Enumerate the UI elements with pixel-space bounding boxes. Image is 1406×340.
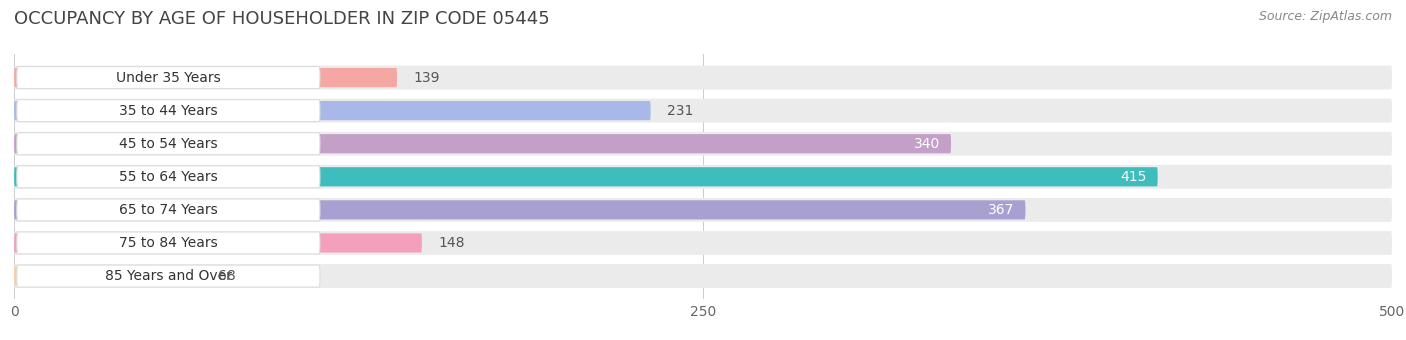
FancyBboxPatch shape <box>14 132 1392 156</box>
Text: 367: 367 <box>988 203 1014 217</box>
Text: 139: 139 <box>413 71 440 85</box>
FancyBboxPatch shape <box>14 99 1392 122</box>
FancyBboxPatch shape <box>14 198 1392 222</box>
Text: 75 to 84 Years: 75 to 84 Years <box>120 236 218 250</box>
Text: 65 to 74 Years: 65 to 74 Years <box>120 203 218 217</box>
FancyBboxPatch shape <box>14 101 651 120</box>
Text: 340: 340 <box>914 137 941 151</box>
FancyBboxPatch shape <box>17 100 321 122</box>
Text: 35 to 44 Years: 35 to 44 Years <box>120 104 218 118</box>
FancyBboxPatch shape <box>14 264 1392 288</box>
FancyBboxPatch shape <box>17 232 321 254</box>
FancyBboxPatch shape <box>14 200 1025 220</box>
FancyBboxPatch shape <box>14 134 950 153</box>
FancyBboxPatch shape <box>14 68 396 87</box>
Text: 85 Years and Over: 85 Years and Over <box>105 269 232 283</box>
Text: Source: ZipAtlas.com: Source: ZipAtlas.com <box>1258 10 1392 23</box>
FancyBboxPatch shape <box>17 133 321 155</box>
FancyBboxPatch shape <box>14 66 1392 89</box>
FancyBboxPatch shape <box>14 233 422 253</box>
Text: OCCUPANCY BY AGE OF HOUSEHOLDER IN ZIP CODE 05445: OCCUPANCY BY AGE OF HOUSEHOLDER IN ZIP C… <box>14 10 550 28</box>
FancyBboxPatch shape <box>14 165 1392 189</box>
Text: 68: 68 <box>218 269 236 283</box>
FancyBboxPatch shape <box>17 265 321 287</box>
FancyBboxPatch shape <box>14 231 1392 255</box>
Text: 148: 148 <box>439 236 465 250</box>
Text: Under 35 Years: Under 35 Years <box>117 71 221 85</box>
FancyBboxPatch shape <box>14 267 201 286</box>
Text: 415: 415 <box>1121 170 1147 184</box>
Text: 45 to 54 Years: 45 to 54 Years <box>120 137 218 151</box>
Text: 231: 231 <box>668 104 693 118</box>
FancyBboxPatch shape <box>17 166 321 188</box>
FancyBboxPatch shape <box>17 67 321 88</box>
FancyBboxPatch shape <box>14 167 1157 186</box>
Text: 55 to 64 Years: 55 to 64 Years <box>120 170 218 184</box>
FancyBboxPatch shape <box>17 199 321 221</box>
